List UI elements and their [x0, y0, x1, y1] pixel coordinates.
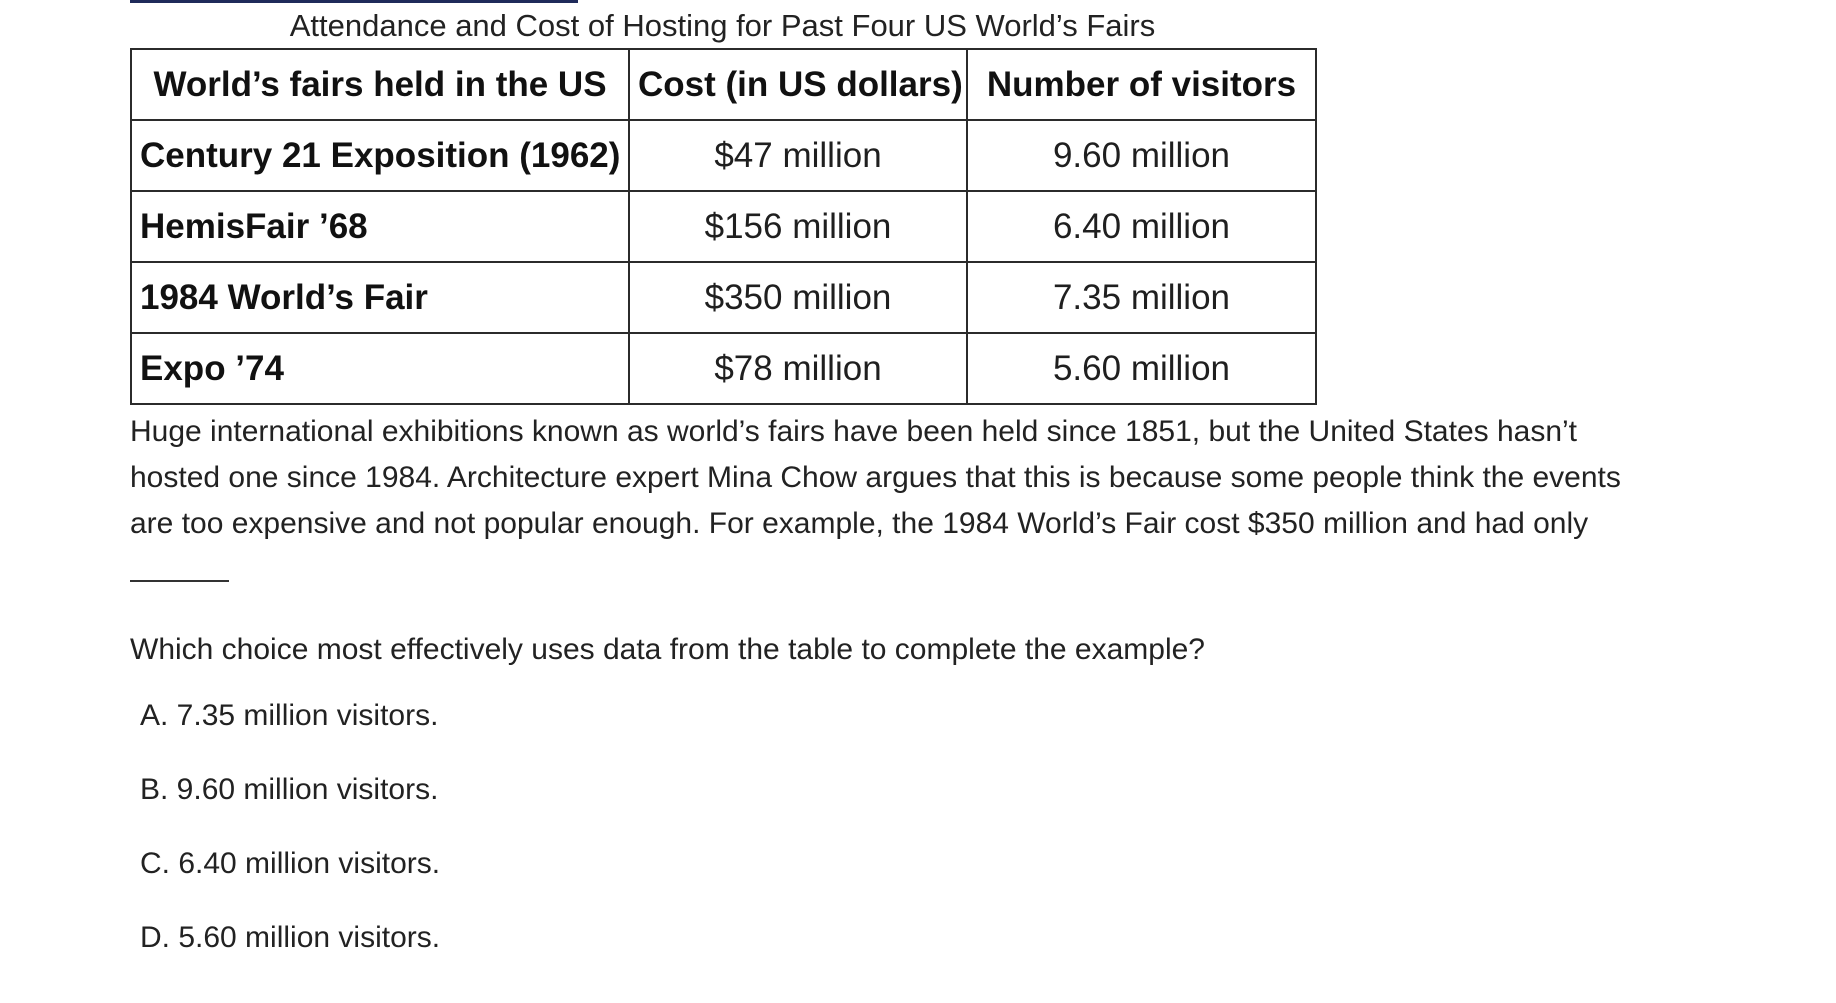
- cell-fair-name: Expo ’74: [130, 332, 630, 405]
- cell-fair-name: 1984 World’s Fair: [130, 261, 630, 334]
- cell-cost: $47 million: [628, 119, 968, 192]
- table-row: HemisFair ’68 $156 million 6.40 million: [130, 190, 1317, 263]
- cell-visitors: 7.35 million: [966, 261, 1317, 334]
- cell-visitors: 5.60 million: [966, 332, 1317, 405]
- table-caption: Attendance and Cost of Hosting for Past …: [289, 8, 1156, 43]
- passage-line: hosted one since 1984. Architecture expe…: [130, 461, 1621, 494]
- cell-fair-name: Century 21 Exposition (1962): [130, 119, 630, 192]
- cell-cost: $78 million: [628, 332, 968, 405]
- cell-cost: $350 million: [628, 261, 968, 334]
- choice-c[interactable]: C. 6.40 million visitors.: [140, 847, 441, 880]
- header-cost: Cost (in US dollars): [628, 48, 968, 121]
- cell-cost: $156 million: [628, 190, 968, 263]
- question-prompt: Which choice most effectively uses data …: [130, 633, 1205, 666]
- table-row: Century 21 Exposition (1962) $47 million…: [130, 119, 1317, 192]
- passage-line: are too expensive and not popular enough…: [130, 507, 1589, 540]
- cell-fair-name: HemisFair ’68: [130, 190, 630, 263]
- cell-visitors: 6.40 million: [966, 190, 1317, 263]
- table-header-row: World’s fairs held in the US Cost (in US…: [130, 48, 1317, 121]
- top-accent-bar: [130, 0, 578, 3]
- answer-blank: [130, 580, 229, 582]
- choice-a[interactable]: A. 7.35 million visitors.: [140, 699, 439, 732]
- choice-d[interactable]: D. 5.60 million visitors.: [140, 921, 441, 954]
- cell-visitors: 9.60 million: [966, 119, 1317, 192]
- header-fair: World’s fairs held in the US: [130, 48, 630, 121]
- choice-b[interactable]: B. 9.60 million visitors.: [140, 773, 439, 806]
- passage-text: Huge international exhibitions known as …: [130, 409, 1730, 547]
- answer-choices: A. 7.35 million visitors. B. 9.60 millio…: [140, 696, 440, 992]
- table-row: Expo ’74 $78 million 5.60 million: [130, 332, 1317, 405]
- worlds-fairs-table: World’s fairs held in the US Cost (in US…: [130, 48, 1317, 405]
- passage-line: Huge international exhibitions known as …: [130, 415, 1578, 448]
- header-visitors: Number of visitors: [966, 48, 1317, 121]
- table-row: 1984 World’s Fair $350 million 7.35 mill…: [130, 261, 1317, 334]
